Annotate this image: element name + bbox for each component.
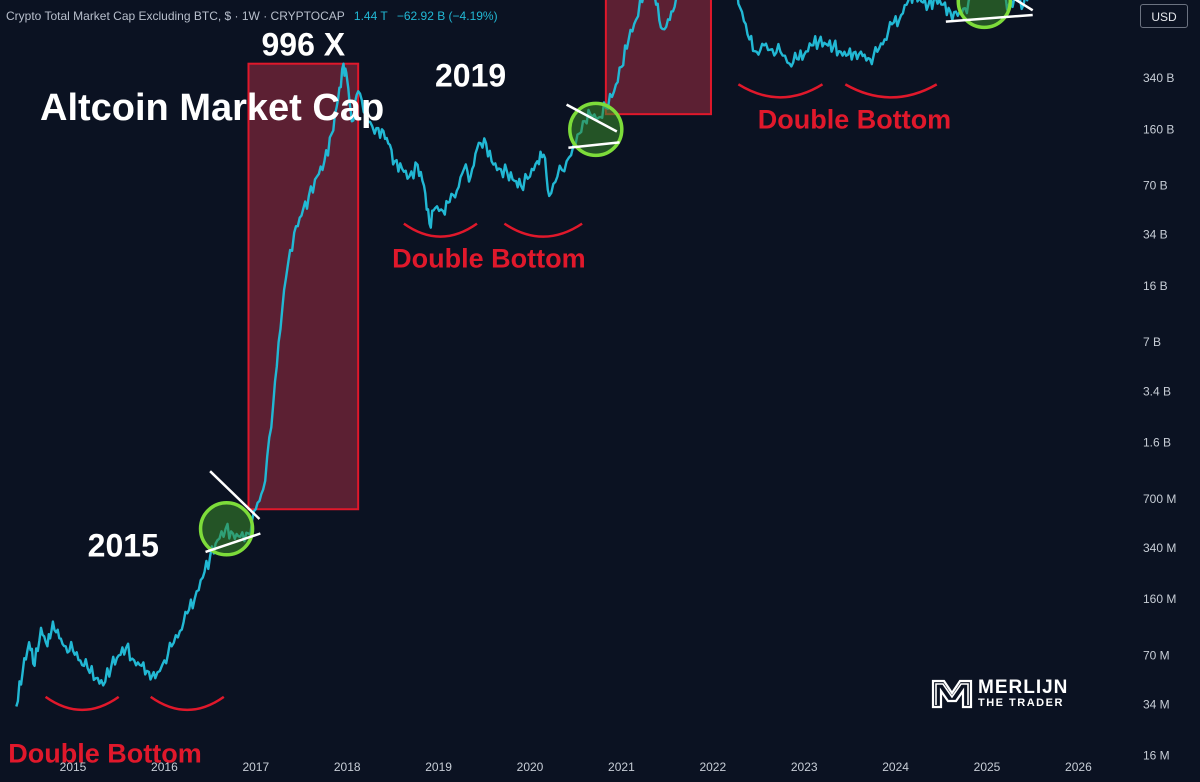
trendline: [568, 141, 620, 150]
x-tick-label: 2018: [334, 760, 361, 774]
symbol-header: Crypto Total Market Cap Excluding BTC, $…: [6, 9, 498, 23]
multiplier-boxes: [247, 0, 712, 511]
cycle-year-label: 2019: [435, 58, 506, 94]
trendline: [945, 13, 1033, 23]
x-tick-label: 2016: [151, 760, 178, 774]
trendline: [205, 532, 261, 554]
x-tick-label: 2025: [974, 760, 1001, 774]
logo-mark-icon: [931, 679, 973, 709]
y-tick-label: 340 M: [1143, 541, 1176, 555]
y-tick-label: 34 B: [1143, 228, 1168, 242]
double-bottom-arc: [44, 695, 120, 712]
chart-title: Altcoin Market Cap: [40, 87, 384, 129]
x-tick-label: 2015: [60, 760, 87, 774]
logo-text-secondary: THE TRADER: [978, 697, 1064, 709]
breakout-circle: [198, 501, 255, 557]
double-bottom-arc: [149, 695, 225, 712]
x-tick-label: 2024: [882, 760, 909, 774]
trendline: [209, 470, 261, 520]
y-tick-label: 7 B: [1143, 335, 1161, 349]
y-tick-label: 1.6 B: [1143, 436, 1171, 450]
multiplier-box: [247, 62, 360, 511]
currency-button[interactable]: USD: [1140, 4, 1188, 28]
double-bottom-arc: [503, 222, 583, 238]
price-line: [15, 0, 1029, 707]
y-tick-label: 70 B: [1143, 179, 1168, 193]
x-tick-label: 2019: [425, 760, 452, 774]
double-bottom-label: Double Bottom: [392, 243, 585, 273]
x-tick-label: 2022: [699, 760, 726, 774]
price-change: −62.92 B (−4.19%): [396, 9, 498, 23]
double-bottom-arcs: [44, 83, 938, 712]
axes: 340 B 160 B 70 B 34 B 16 B 7 B 3.4 B 1.6 B 700 M…: [60, 71, 1177, 774]
x-tick-label: 2021: [608, 760, 635, 774]
multiplier-label: 996 X: [262, 27, 346, 63]
y-tick-label: 16 M: [1143, 749, 1170, 763]
price-line-layer: [15, 0, 1029, 707]
x-tick-label: 2023: [791, 760, 818, 774]
y-tick-label: 160 M: [1143, 592, 1176, 606]
x-tick-label: 2017: [242, 760, 269, 774]
double-bottom-arc: [844, 83, 938, 99]
y-tick-label: 16 B: [1143, 279, 1168, 293]
symbol-label: Crypto Total Market Cap Excluding BTC, $…: [6, 9, 345, 23]
x-tick-label: 2026: [1065, 760, 1092, 774]
last-value: 1.44 T: [353, 9, 388, 23]
y-tick-label: 34 M: [1143, 697, 1170, 711]
double-bottom-arc: [737, 83, 824, 99]
double-bottom-arc: [403, 222, 478, 238]
cycle-year-label: 2015: [88, 527, 159, 563]
breakout-annotations: [198, 0, 1034, 557]
y-tick-label: 160 B: [1143, 122, 1174, 136]
double-bottom-label: Double Bottom: [8, 738, 201, 768]
trendline: [565, 103, 618, 133]
y-tick-label: 70 M: [1143, 648, 1170, 662]
x-tick-label: 2020: [517, 760, 544, 774]
y-tick-label: 340 B: [1143, 71, 1174, 85]
breakout-circle: [956, 0, 1013, 30]
double-bottom-label: Double Bottom: [758, 104, 951, 134]
y-tick-label: 3.4 B: [1143, 384, 1171, 398]
trendline: [1013, 0, 1034, 12]
merlijn-logo: MERLIJN THE TRADER: [930, 676, 1090, 710]
logo-text-primary: MERLIJN: [978, 677, 1069, 698]
y-tick-label: 700 M: [1143, 492, 1176, 506]
